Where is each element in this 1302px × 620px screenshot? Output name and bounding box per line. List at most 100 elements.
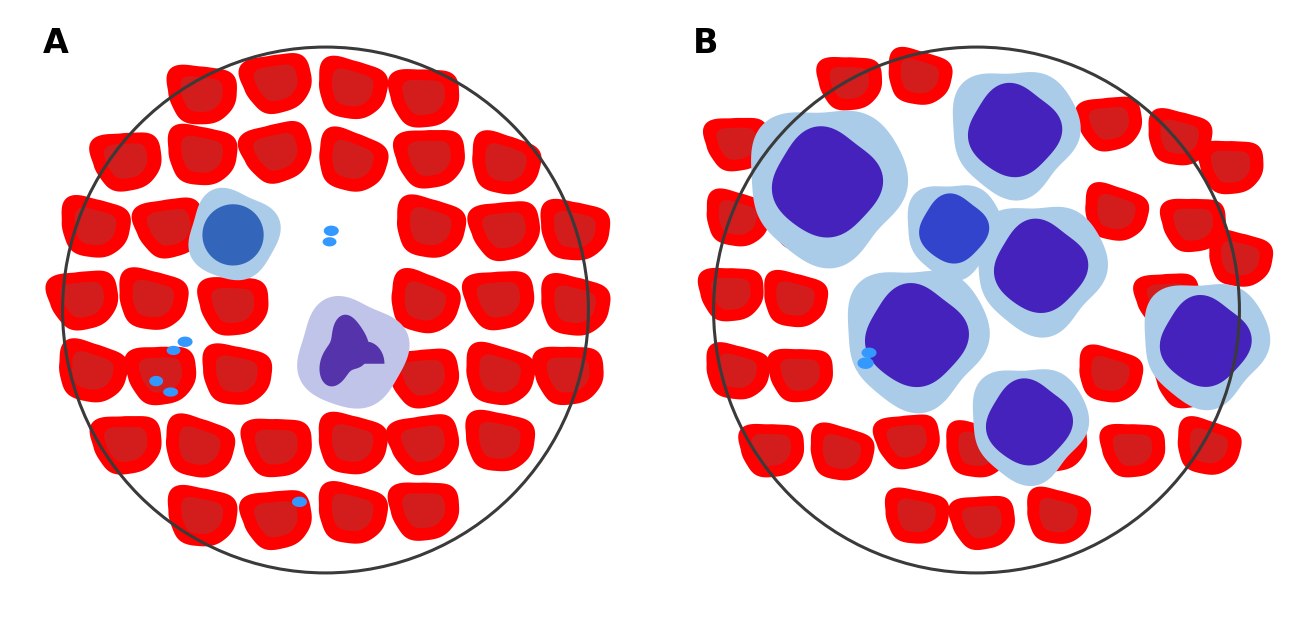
- Polygon shape: [769, 120, 833, 177]
- Polygon shape: [104, 427, 147, 462]
- Polygon shape: [953, 72, 1081, 200]
- Polygon shape: [698, 268, 764, 321]
- Polygon shape: [323, 237, 336, 246]
- Polygon shape: [1099, 424, 1165, 477]
- Polygon shape: [388, 482, 460, 541]
- Polygon shape: [167, 64, 237, 125]
- Polygon shape: [711, 278, 750, 310]
- Polygon shape: [1203, 308, 1267, 365]
- Polygon shape: [862, 348, 876, 358]
- Polygon shape: [181, 497, 223, 534]
- Polygon shape: [829, 67, 868, 99]
- Polygon shape: [1098, 194, 1135, 229]
- Polygon shape: [948, 496, 1016, 550]
- Polygon shape: [197, 277, 268, 335]
- Polygon shape: [1167, 365, 1207, 397]
- Polygon shape: [816, 57, 881, 110]
- Polygon shape: [707, 342, 771, 399]
- Polygon shape: [104, 143, 147, 179]
- Polygon shape: [1178, 416, 1242, 475]
- Polygon shape: [168, 124, 237, 185]
- Polygon shape: [332, 140, 374, 179]
- Polygon shape: [254, 502, 298, 538]
- Polygon shape: [1160, 295, 1251, 387]
- Polygon shape: [168, 485, 237, 546]
- Polygon shape: [1160, 199, 1226, 252]
- Polygon shape: [46, 270, 118, 330]
- Polygon shape: [1079, 345, 1143, 402]
- Polygon shape: [181, 76, 223, 112]
- Polygon shape: [402, 494, 445, 528]
- Polygon shape: [482, 213, 526, 249]
- Polygon shape: [150, 376, 163, 386]
- Polygon shape: [479, 422, 521, 459]
- Polygon shape: [133, 280, 174, 317]
- Polygon shape: [553, 211, 596, 248]
- Polygon shape: [408, 141, 450, 176]
- Polygon shape: [89, 133, 161, 192]
- Circle shape: [62, 47, 589, 573]
- Polygon shape: [147, 209, 190, 246]
- Polygon shape: [392, 268, 461, 334]
- Polygon shape: [486, 143, 527, 182]
- Polygon shape: [324, 226, 339, 236]
- Polygon shape: [297, 296, 410, 409]
- Polygon shape: [401, 426, 445, 463]
- Polygon shape: [1075, 97, 1142, 151]
- Polygon shape: [319, 481, 388, 544]
- Polygon shape: [772, 126, 883, 237]
- Polygon shape: [540, 199, 611, 260]
- Polygon shape: [1173, 208, 1213, 241]
- Polygon shape: [1160, 120, 1199, 154]
- Polygon shape: [901, 58, 939, 93]
- Polygon shape: [402, 80, 445, 115]
- Polygon shape: [823, 434, 861, 469]
- Polygon shape: [202, 204, 264, 265]
- Polygon shape: [405, 281, 447, 321]
- Polygon shape: [167, 346, 181, 355]
- Polygon shape: [61, 195, 132, 258]
- Polygon shape: [385, 414, 460, 475]
- Polygon shape: [238, 53, 311, 114]
- Polygon shape: [60, 281, 104, 317]
- Circle shape: [713, 47, 1240, 573]
- Polygon shape: [240, 490, 311, 550]
- Polygon shape: [719, 353, 756, 388]
- Polygon shape: [1215, 319, 1254, 353]
- Polygon shape: [865, 283, 969, 387]
- Polygon shape: [897, 498, 936, 532]
- Polygon shape: [139, 358, 182, 392]
- Polygon shape: [319, 56, 388, 119]
- Polygon shape: [410, 207, 452, 245]
- Polygon shape: [348, 342, 384, 364]
- Polygon shape: [542, 273, 611, 335]
- Polygon shape: [1211, 151, 1250, 183]
- Polygon shape: [1113, 434, 1152, 466]
- Polygon shape: [1039, 498, 1078, 533]
- Polygon shape: [388, 69, 460, 128]
- Polygon shape: [332, 494, 374, 531]
- Polygon shape: [719, 200, 756, 235]
- Polygon shape: [465, 410, 535, 471]
- Polygon shape: [124, 347, 197, 405]
- Polygon shape: [973, 370, 1090, 486]
- Polygon shape: [703, 118, 769, 171]
- Polygon shape: [781, 131, 820, 166]
- Polygon shape: [238, 121, 311, 184]
- Polygon shape: [1147, 283, 1187, 316]
- Polygon shape: [716, 128, 756, 160]
- Polygon shape: [1133, 273, 1200, 327]
- Polygon shape: [751, 434, 792, 466]
- Polygon shape: [811, 422, 875, 480]
- Polygon shape: [72, 351, 113, 390]
- Polygon shape: [387, 348, 460, 409]
- Polygon shape: [885, 487, 949, 544]
- Polygon shape: [1221, 241, 1259, 275]
- Polygon shape: [165, 414, 236, 477]
- Polygon shape: [120, 267, 189, 330]
- Polygon shape: [216, 355, 258, 392]
- Polygon shape: [1021, 418, 1087, 472]
- Polygon shape: [211, 288, 254, 323]
- Polygon shape: [780, 359, 820, 391]
- Text: A: A: [43, 27, 68, 60]
